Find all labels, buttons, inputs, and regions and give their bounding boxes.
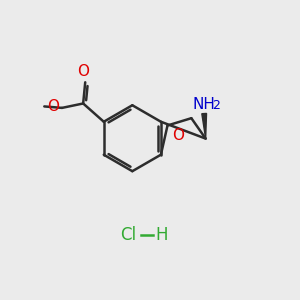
Text: H: H [155,226,168,244]
Text: NH: NH [193,97,216,112]
Text: O: O [77,64,89,79]
Text: 2: 2 [212,99,220,112]
Text: O: O [48,99,60,114]
Text: Cl: Cl [120,226,136,244]
Polygon shape [202,113,206,139]
Text: O: O [172,128,184,143]
